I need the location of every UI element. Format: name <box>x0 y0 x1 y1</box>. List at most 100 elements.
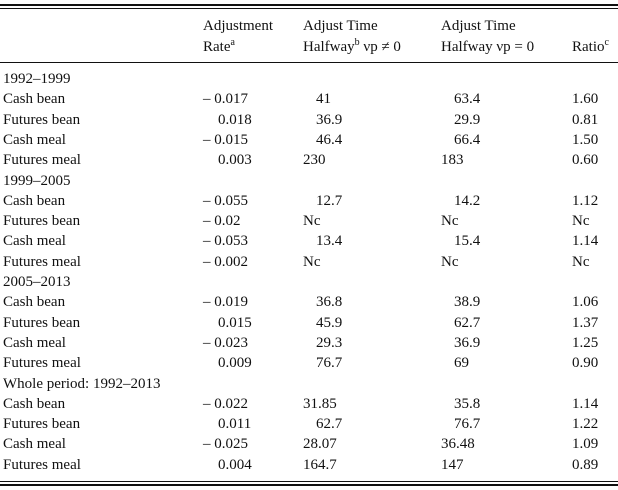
cell-value: Nc <box>303 213 321 230</box>
header-line: Adjust Time <box>441 18 516 34</box>
cell-value: 1.60 <box>572 91 599 108</box>
cell-value: 0.018 <box>218 111 252 128</box>
row-label: Cash meal <box>3 436 66 453</box>
bottom-rule <box>0 481 618 482</box>
cell-value: 13.4 <box>316 233 343 250</box>
cell-value: Nc <box>441 253 459 270</box>
row-label: Cash meal <box>3 334 66 351</box>
row-label: Futures bean <box>3 111 81 128</box>
cell-value: 0.004 <box>218 456 252 473</box>
cell-value: 15.4 <box>454 233 481 250</box>
cell-value: – 0.022 <box>203 395 248 412</box>
header-condition: νp ≠ 0 <box>363 39 401 55</box>
cell-value: 36.9 <box>316 111 343 128</box>
cell-value: 1.22 <box>572 416 599 433</box>
cell-value: 0.011 <box>218 416 252 433</box>
cell-value: 36.9 <box>454 334 481 351</box>
header-rule <box>0 62 618 63</box>
row-label: Cash bean <box>3 294 66 311</box>
cell-value: 0.015 <box>218 314 252 331</box>
cell-value: 36.48 <box>441 436 475 453</box>
cell-value: 12.7 <box>316 192 343 209</box>
cell-value: – 0.002 <box>203 253 248 270</box>
cell-value: 183 <box>441 152 464 169</box>
cell-value: 36.8 <box>316 294 343 311</box>
bottom-rule <box>0 484 618 486</box>
cell-value: – 0.017 <box>203 91 248 108</box>
cell-value: 38.9 <box>454 294 481 311</box>
cell-value: 1.14 <box>572 395 599 412</box>
cell-value: 76.7 <box>316 355 343 372</box>
row-label: Futures meal <box>3 152 81 169</box>
cell-value: 147 <box>441 456 464 473</box>
header-line: Adjust Time <box>303 18 378 34</box>
top-rule <box>0 8 618 9</box>
cell-value: Nc <box>441 213 459 230</box>
cell-value: 28.07 <box>303 436 337 453</box>
cell-value: 69 <box>454 355 469 372</box>
row-label: Futures meal <box>3 253 81 270</box>
cell-value: Nc <box>303 253 321 270</box>
cell-value: – 0.025 <box>203 436 248 453</box>
cell-value: 62.7 <box>316 416 343 433</box>
cell-value: 164.7 <box>303 456 337 473</box>
cell-value: 0.009 <box>218 355 252 372</box>
cell-value: 63.4 <box>454 91 481 108</box>
header-text: Rate <box>203 39 231 55</box>
row-label: Cash bean <box>3 192 66 209</box>
header-line: Adjustment <box>203 18 273 34</box>
group-title: 1999–2005 <box>3 172 71 189</box>
header-text: Halfway <box>303 39 355 55</box>
cell-value: 29.3 <box>316 334 343 351</box>
cell-value: 1.09 <box>572 436 599 453</box>
cell-value: – 0.019 <box>203 294 248 311</box>
cell-value: 1.25 <box>572 334 599 351</box>
cell-value: 66.4 <box>454 131 481 148</box>
cell-value: 46.4 <box>316 131 343 148</box>
cell-value: 1.14 <box>572 233 599 250</box>
row-label: Futures bean <box>3 213 81 230</box>
row-label: Cash meal <box>3 131 66 148</box>
cell-value: 14.2 <box>454 192 481 209</box>
footnote-mark: b <box>354 37 360 48</box>
header-line: Halfway νp = 0 <box>441 38 534 56</box>
header-line: Halfwayb νp ≠ 0 <box>303 38 401 56</box>
cell-value: 76.7 <box>454 416 481 433</box>
cell-value: 0.003 <box>218 152 252 169</box>
cell-value: 1.06 <box>572 294 599 311</box>
row-label: Futures bean <box>3 416 81 433</box>
header-line: Ratioc <box>572 38 609 56</box>
header-text: Halfway νp = 0 <box>441 39 535 55</box>
cell-value: 0.60 <box>572 152 599 169</box>
cell-value: 0.81 <box>572 111 599 128</box>
footnote-mark: c <box>604 37 609 48</box>
cell-value: – 0.015 <box>203 131 248 148</box>
cell-value: 62.7 <box>454 314 481 331</box>
header-line: Ratea <box>203 38 235 56</box>
cell-value: 0.90 <box>572 355 599 372</box>
cell-value: 0.89 <box>572 456 599 473</box>
cell-value: – 0.02 <box>203 213 241 230</box>
cell-value: – 0.023 <box>203 334 248 351</box>
cell-value: 41 <box>316 91 331 108</box>
group-title: Whole period: 1992–2013 <box>3 375 161 392</box>
footnote-mark: a <box>230 37 235 48</box>
cell-value: 31.85 <box>303 395 337 412</box>
row-label: Futures bean <box>3 314 81 331</box>
cell-value: 230 <box>303 152 326 169</box>
row-label: Futures meal <box>3 456 81 473</box>
row-label: Cash bean <box>3 91 66 108</box>
cell-value: – 0.053 <box>203 233 248 250</box>
top-rule <box>0 4 618 6</box>
row-label: Cash meal <box>3 233 66 250</box>
header-text: Ratio <box>572 39 605 55</box>
cell-value: 45.9 <box>316 314 343 331</box>
cell-value: 1.12 <box>572 192 599 209</box>
cell-value: – 0.055 <box>203 192 248 209</box>
row-label: Futures meal <box>3 355 81 372</box>
group-title: 1992–1999 <box>3 71 71 87</box>
cell-value: 1.37 <box>572 314 599 331</box>
row-label: Cash bean <box>3 395 66 412</box>
cell-value: Nc <box>572 253 590 270</box>
